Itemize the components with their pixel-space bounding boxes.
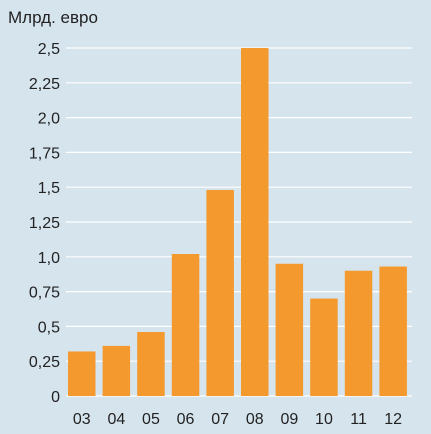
bars (68, 48, 407, 396)
bar (102, 345, 131, 396)
x-tick-label: 11 (350, 411, 367, 428)
bar (68, 351, 96, 396)
bar (344, 270, 373, 396)
y-tick-label: 2,5 (38, 41, 60, 58)
bar (379, 266, 407, 396)
y-axis-unit-label: Млрд. евро (8, 8, 98, 27)
y-tick-label: 0,75 (29, 285, 60, 302)
x-tick-labels: 03 04 05 06 07 08 09 10 11 12 (73, 411, 402, 428)
bar (241, 48, 269, 396)
x-tick-label: 04 (107, 411, 125, 428)
x-tick-label: 12 (384, 411, 402, 428)
x-tick-label: 06 (177, 411, 195, 428)
y-tick-label: 2,0 (38, 111, 60, 128)
bar (275, 263, 304, 396)
x-tick-label: 08 (246, 411, 264, 428)
bar (310, 298, 338, 396)
y-tick-label: 1,25 (29, 215, 60, 232)
y-tick-label: 0,5 (38, 319, 60, 336)
y-tick-label: 1,5 (38, 180, 60, 197)
bar (137, 331, 165, 396)
x-tick-label: 07 (211, 411, 229, 428)
x-tick-label: 10 (315, 411, 333, 428)
y-tick-label: 1,75 (29, 145, 60, 162)
y-tick-label: 1,0 (38, 250, 60, 267)
y-tick-labels: 0 0,25 0,5 0,75 1,0 1,25 1,5 1,75 2,0 2,25 2,5 (29, 41, 60, 406)
y-tick-label: 2,25 (29, 76, 60, 93)
y-tick-label: 0 (51, 389, 60, 406)
bar (171, 254, 200, 396)
x-tick-label: 09 (280, 411, 298, 428)
bar (206, 189, 234, 396)
x-tick-label: 05 (142, 411, 160, 428)
y-tick-label: 0,25 (29, 354, 60, 371)
x-tick-label: 03 (73, 411, 91, 428)
